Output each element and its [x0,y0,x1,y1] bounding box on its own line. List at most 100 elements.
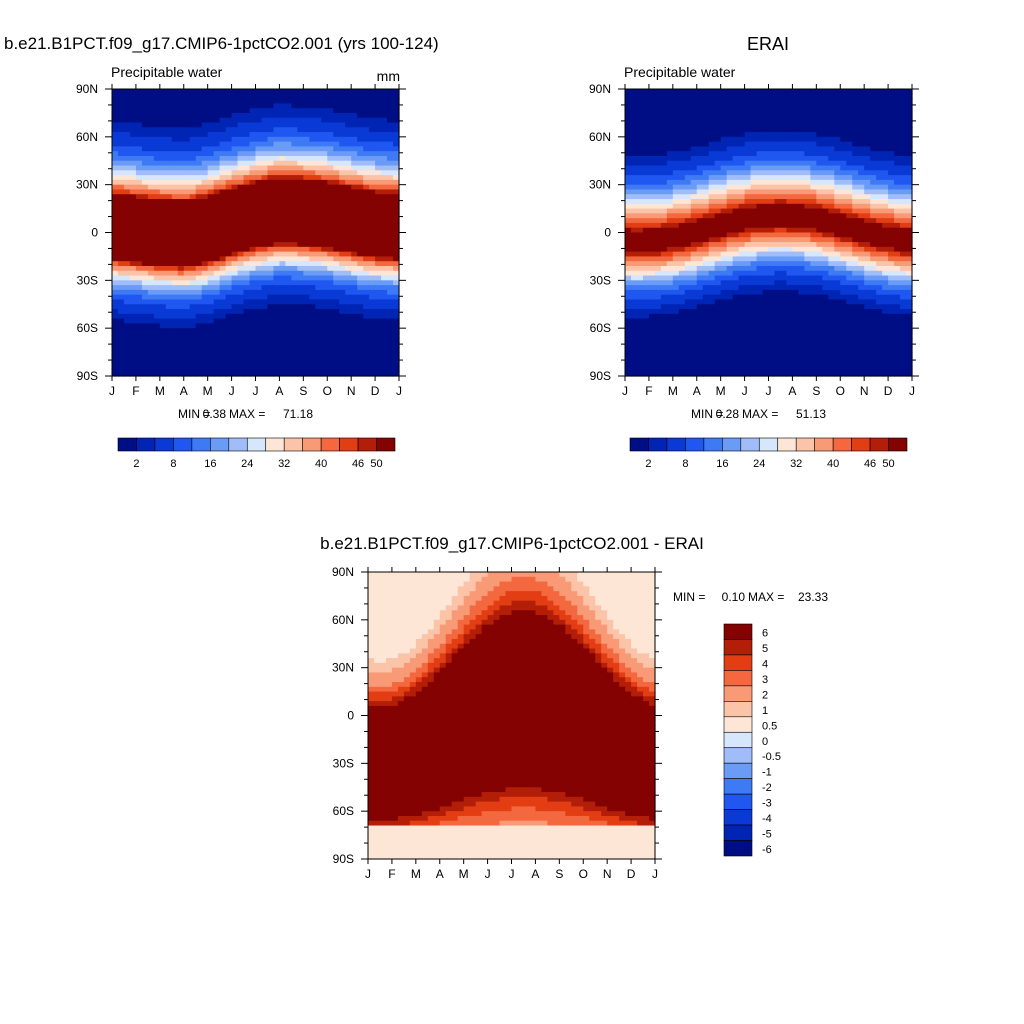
model-cell [369,280,376,286]
model-cell [231,165,239,171]
obs-cell [630,122,638,128]
obs-cell [762,117,770,124]
obs-cell [810,117,817,124]
model-cell [231,184,239,191]
model-cell [231,371,239,377]
model-cell [369,98,376,104]
obs-cell [780,170,788,176]
model-cell [117,222,125,229]
model-cell [351,199,358,205]
model-cell [255,356,263,363]
model-cell [369,246,376,253]
obs-cell [696,280,704,286]
model-cell [231,170,239,176]
model-cell [219,323,227,329]
model-cell [141,366,149,372]
obs-cell [660,246,668,253]
model-cell [135,332,143,339]
model-cell [171,371,179,377]
obs-cell [852,256,859,262]
model-cell [153,213,161,219]
model-cell [387,175,394,181]
model-cell [291,371,298,377]
obs-cell [798,218,805,224]
model-cell [117,332,125,339]
model-cell [231,337,239,344]
model-cell [177,265,185,272]
obs-cell [828,136,835,143]
model-cell [315,237,322,243]
model-cell [165,127,173,133]
model-cell [297,213,304,219]
model-cell [189,251,197,258]
model-cell [375,337,382,344]
obs-cell [762,251,770,258]
model-cell [363,242,370,248]
obs-cell [696,242,704,248]
model-cell [213,299,221,305]
obs-cell [804,175,811,181]
model-cell [189,218,197,224]
obs-cell [894,103,901,109]
model-colorbar-swatch [357,437,377,452]
model-cell [159,347,167,353]
model-cell [213,352,221,358]
obs-cell [726,132,734,138]
obs-cell [750,189,758,195]
model-cell [195,356,203,363]
obs-cell [804,189,811,195]
model-cell [213,366,221,372]
model-cell [357,242,364,248]
model-cell [249,299,257,305]
model-cell [213,136,221,143]
model-cell [129,189,137,195]
obs-cell [888,280,895,286]
obs-cell [666,112,674,119]
model-cell [189,323,197,329]
obs-cell [690,251,698,258]
model-cell [321,103,328,109]
obs-cell [804,122,811,128]
obs-cell [690,151,698,157]
model-cell [255,309,263,315]
model-colorbar-label: 16 [204,458,216,470]
model-cell [267,237,275,243]
model-cell [393,213,400,219]
obs-cell [678,93,686,100]
obs-cell [678,179,686,186]
model-cell [285,127,292,133]
obs-cell [654,270,662,277]
model-cell [135,103,143,109]
model-cell [135,246,143,253]
obs-cell [726,189,734,195]
model-cell [273,103,281,109]
model-cell [183,347,191,353]
model-cell [381,189,388,195]
obs-cell [894,222,901,229]
model-cell [321,242,328,248]
model-cell [279,318,286,324]
model-cell [207,337,215,344]
model-cell [225,261,233,267]
obs-cell [690,199,698,205]
obs-cell [654,251,662,258]
model-cell [261,141,269,147]
obs-cell [840,170,847,176]
obs-cell [684,141,692,147]
obs-cell [672,251,680,258]
model-cell [189,117,197,124]
model-x-tick-label: F [132,384,139,398]
model-cell [117,265,125,272]
model-cell [171,275,179,281]
model-cell [327,328,334,334]
model-cell [321,265,328,272]
model-cell [279,352,286,358]
model-cell [243,356,251,363]
model-cell [315,151,322,157]
obs-variable-label: Precipitable water [624,64,736,80]
obs-cell [828,208,835,214]
model-cell [327,318,334,324]
model-cell [117,194,125,200]
model-cell [363,98,370,104]
